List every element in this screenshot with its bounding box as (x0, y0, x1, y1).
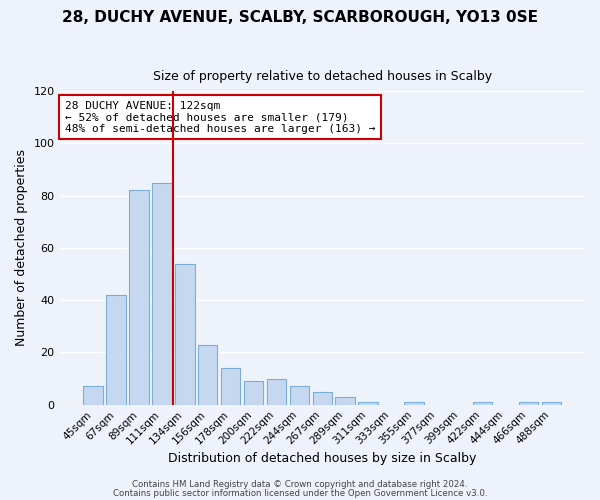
Bar (175, 264, 194, 404)
Text: 28 DUCHY AVENUE: 122sqm
← 52% of detached houses are smaller (179)
48% of semi-d: 28 DUCHY AVENUE: 122sqm ← 52% of detache… (65, 100, 375, 134)
Bar (335, 397, 355, 404)
Bar (519, 402, 538, 404)
Bar (83, 386, 103, 404)
Bar (358, 402, 378, 404)
X-axis label: Distribution of detached houses by size in Scalby: Distribution of detached houses by size … (168, 452, 476, 465)
Title: Size of property relative to detached houses in Scalby: Size of property relative to detached ho… (153, 70, 492, 83)
Bar (313, 392, 332, 404)
Bar (404, 402, 424, 404)
Bar (221, 368, 241, 405)
Bar (152, 182, 172, 404)
Text: Contains HM Land Registry data © Crown copyright and database right 2024.: Contains HM Land Registry data © Crown c… (132, 480, 468, 489)
Bar (290, 386, 309, 404)
Bar (106, 295, 126, 405)
Bar (473, 402, 493, 404)
Y-axis label: Number of detached properties: Number of detached properties (15, 150, 28, 346)
Bar (267, 378, 286, 404)
Bar (244, 381, 263, 404)
Bar (198, 344, 217, 405)
Text: Contains public sector information licensed under the Open Government Licence v3: Contains public sector information licen… (113, 488, 487, 498)
Bar (129, 190, 149, 404)
Bar (542, 402, 561, 404)
Text: 28, DUCHY AVENUE, SCALBY, SCARBOROUGH, YO13 0SE: 28, DUCHY AVENUE, SCALBY, SCARBOROUGH, Y… (62, 10, 538, 25)
